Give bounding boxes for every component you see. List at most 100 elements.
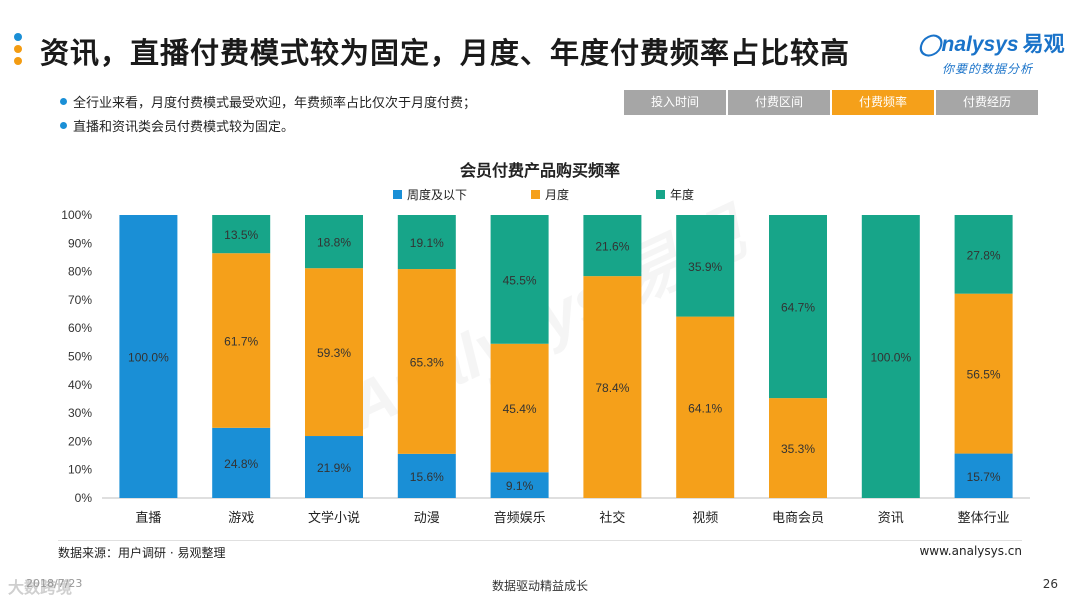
bullet-item: 直播和资讯类会员付费模式较为固定。 bbox=[60, 113, 476, 137]
tab-payment-range[interactable]: 付费区间 bbox=[728, 90, 830, 115]
bar-segment bbox=[490, 472, 549, 498]
y-tick-label: 30% bbox=[68, 406, 92, 420]
bar-segment bbox=[861, 215, 920, 498]
y-tick-label: 80% bbox=[68, 265, 92, 279]
bar-segment bbox=[397, 269, 456, 454]
bar-segment bbox=[305, 436, 363, 498]
y-tick-label: 20% bbox=[68, 434, 92, 448]
data-label: 56.5% bbox=[967, 368, 1001, 382]
data-label: 100.0% bbox=[870, 351, 911, 365]
wechat-watermark: 大数跨境 bbox=[8, 578, 73, 597]
data-label: 45.5% bbox=[503, 273, 537, 287]
y-tick-label: 0% bbox=[75, 491, 93, 505]
bar-segment bbox=[676, 215, 735, 317]
x-tick-label: 动漫 bbox=[414, 511, 440, 526]
tab-input-time[interactable]: 投入时间 bbox=[624, 90, 726, 115]
data-label: 35.9% bbox=[688, 260, 722, 274]
logo-text: nalysys bbox=[941, 33, 1019, 56]
tab-payment-frequency[interactable]: 付费频率 bbox=[832, 90, 934, 115]
footer-slogan: 数据驱动精益成长 bbox=[491, 579, 588, 593]
data-label: 100.0% bbox=[128, 351, 169, 365]
data-label: 61.7% bbox=[224, 335, 258, 349]
bar-segment bbox=[119, 215, 178, 498]
report-date: 2018/7/23 bbox=[26, 577, 83, 590]
bar-segment bbox=[397, 215, 456, 270]
bar-segment bbox=[954, 453, 1013, 498]
bar-segment bbox=[490, 343, 549, 473]
data-source: 数据来源：用户调研 · 易观整理 bbox=[58, 546, 226, 560]
footer-divider bbox=[58, 540, 1022, 541]
bar-segment bbox=[954, 293, 1013, 454]
data-label: 24.8% bbox=[224, 457, 258, 471]
data-label: 78.4% bbox=[595, 381, 629, 395]
data-label: 19.1% bbox=[410, 236, 444, 250]
x-tick-label: 游戏 bbox=[228, 511, 254, 526]
bar-segment bbox=[769, 215, 827, 399]
chart-title: 会员付费产品购买频率 bbox=[460, 161, 620, 180]
x-tick-label: 音频娱乐 bbox=[494, 510, 546, 526]
data-label: 18.8% bbox=[317, 236, 351, 250]
bullet-dot-icon bbox=[60, 121, 67, 129]
legend-label: 年度 bbox=[670, 187, 694, 202]
data-label: 15.7% bbox=[967, 470, 1001, 484]
x-tick-label: 资讯 bbox=[878, 511, 904, 526]
summary-bullets: 全行业来看，月度付费模式最受欢迎，年费频率占比仅次于月度付费； 直播和资讯类会员… bbox=[60, 89, 476, 137]
logo-cn: 易观 bbox=[1022, 33, 1065, 56]
data-label: 15.6% bbox=[410, 470, 444, 484]
data-label: 45.4% bbox=[503, 402, 537, 416]
bar-segment bbox=[305, 215, 363, 269]
y-tick-label: 90% bbox=[68, 236, 92, 250]
bullet-item: 全行业来看，月度付费模式最受欢迎，年费频率占比仅次于月度付费； bbox=[60, 89, 476, 113]
data-label: 59.3% bbox=[317, 346, 351, 360]
bullet-text: 全行业来看，月度付费模式最受欢迎，年费频率占比仅次于月度付费； bbox=[73, 95, 477, 111]
y-tick-label: 50% bbox=[68, 350, 92, 364]
title-decoration bbox=[14, 33, 24, 69]
data-label: 65.3% bbox=[410, 355, 444, 369]
logo-icon: ◯ bbox=[918, 33, 942, 56]
data-label: 27.8% bbox=[967, 248, 1001, 262]
legend-swatch bbox=[531, 190, 540, 199]
bar-segment bbox=[583, 276, 642, 498]
x-tick-label: 社交 bbox=[599, 510, 625, 526]
logo-slogan: 你要的数据分析 bbox=[942, 62, 1034, 76]
bar-segment bbox=[490, 215, 549, 344]
data-label: 64.7% bbox=[781, 301, 815, 315]
y-tick-label: 40% bbox=[68, 378, 92, 392]
y-tick-label: 60% bbox=[68, 321, 92, 335]
page-number: 26 bbox=[1042, 577, 1058, 591]
bar-segment bbox=[769, 398, 827, 498]
y-tick-label: 70% bbox=[68, 293, 92, 307]
legend-swatch bbox=[656, 190, 665, 199]
data-label: 21.6% bbox=[595, 240, 629, 254]
bullet-dot-icon bbox=[60, 97, 67, 105]
bar-segment bbox=[305, 268, 363, 437]
bar-segment bbox=[212, 215, 271, 254]
legend-label: 月度 bbox=[545, 187, 569, 202]
y-tick-label: 10% bbox=[68, 463, 92, 477]
data-label: 13.5% bbox=[224, 228, 258, 242]
legend-swatch bbox=[393, 190, 402, 199]
page-title: 资讯，直播付费模式较为固定，月度、年度付费频率占比较高 bbox=[40, 36, 851, 70]
tab-bar: 投入时间 付费区间 付费频率 付费经历 bbox=[624, 90, 1040, 115]
x-tick-label: 视频 bbox=[692, 511, 718, 526]
bar-segment bbox=[583, 215, 642, 277]
data-label: 9.1% bbox=[506, 479, 534, 493]
website-link[interactable]: www.analysys.cn bbox=[919, 544, 1022, 558]
bar-segment bbox=[212, 253, 271, 428]
x-tick-label: 文学小说 bbox=[308, 510, 360, 526]
bar-segment bbox=[954, 215, 1013, 294]
bullet-text: 直播和资讯类会员付费模式较为固定。 bbox=[73, 119, 295, 135]
x-tick-label: 电商会员 bbox=[772, 511, 824, 526]
data-label: 35.3% bbox=[781, 442, 815, 456]
x-tick-label: 整体行业 bbox=[958, 511, 1010, 526]
tab-payment-experience[interactable]: 付费经历 bbox=[936, 90, 1038, 115]
x-tick-label: 直播 bbox=[135, 511, 161, 526]
data-label: 64.1% bbox=[688, 401, 722, 415]
bar-segment bbox=[397, 453, 456, 498]
analysys-logo: ◯nalysys 易观 你要的数据分析 bbox=[918, 28, 1068, 77]
data-label: 21.9% bbox=[317, 461, 351, 475]
y-tick-label: 100% bbox=[61, 208, 92, 222]
legend-label: 周度及以下 bbox=[407, 187, 467, 202]
bar-segment bbox=[212, 427, 271, 498]
